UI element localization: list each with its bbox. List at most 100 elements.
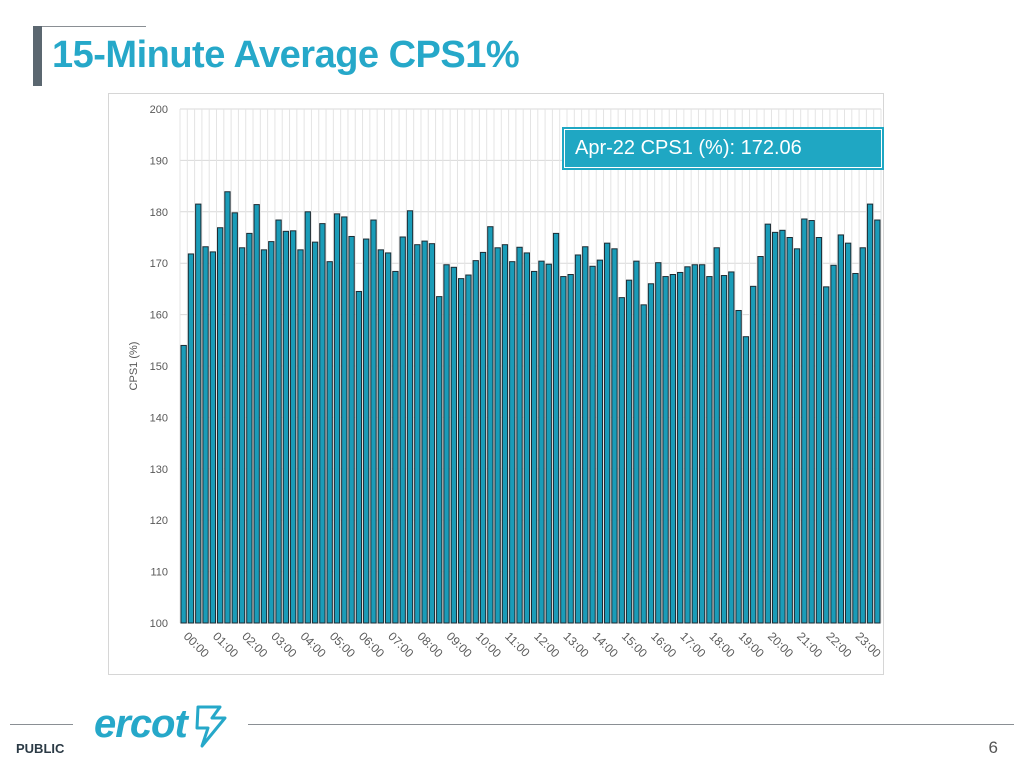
bar bbox=[618, 297, 625, 624]
y-tick-label: 110 bbox=[150, 567, 168, 579]
ercot-wordmark: ercot bbox=[94, 702, 189, 746]
grid-lines bbox=[179, 108, 882, 624]
title-accent-bar bbox=[33, 26, 42, 86]
bars bbox=[180, 191, 881, 624]
bar bbox=[487, 226, 494, 624]
bar bbox=[180, 344, 187, 624]
x-axis-ticks: 00:0001:0002:0003:0004:0005:0006:0007:00… bbox=[181, 629, 884, 660]
bar bbox=[509, 261, 516, 624]
page-number: 6 bbox=[988, 738, 998, 757]
bar bbox=[494, 247, 501, 624]
bar bbox=[611, 248, 618, 624]
y-tick-label: 140 bbox=[150, 412, 168, 424]
y-tick-label: 200 bbox=[150, 104, 168, 116]
bar bbox=[384, 252, 392, 624]
bar bbox=[290, 230, 297, 624]
footer-rule-left bbox=[10, 724, 73, 725]
bar bbox=[545, 263, 552, 624]
x-tick-label: 20:00 bbox=[765, 629, 796, 660]
bar bbox=[260, 249, 268, 624]
bar bbox=[728, 271, 735, 624]
slide-title: 15-Minute Average CPS1% bbox=[52, 34, 520, 76]
x-tick-label: 05:00 bbox=[327, 629, 358, 660]
bar bbox=[282, 230, 290, 624]
bar bbox=[582, 246, 589, 624]
y-tick-label: 130 bbox=[150, 464, 168, 476]
x-tick-label: 23:00 bbox=[853, 629, 884, 660]
bar bbox=[399, 236, 406, 624]
x-tick-label: 07:00 bbox=[385, 629, 416, 660]
bar bbox=[844, 242, 852, 624]
bar bbox=[195, 203, 202, 624]
bar bbox=[771, 231, 779, 624]
bar bbox=[523, 252, 530, 624]
x-tick-label: 11:00 bbox=[502, 629, 533, 660]
bar bbox=[501, 244, 509, 624]
classification-label: PUBLIC bbox=[16, 741, 65, 756]
x-tick-label: 01:00 bbox=[210, 629, 241, 660]
bar bbox=[531, 270, 538, 624]
x-tick-label: 16:00 bbox=[648, 629, 679, 660]
bar bbox=[633, 260, 640, 624]
bar bbox=[275, 219, 282, 624]
bar bbox=[311, 241, 319, 624]
y-tick-label: 160 bbox=[150, 310, 168, 322]
bar bbox=[808, 220, 815, 624]
bar bbox=[443, 264, 450, 624]
bar bbox=[392, 270, 399, 624]
x-tick-label: 03:00 bbox=[268, 629, 299, 660]
footer-rule-right bbox=[248, 724, 1014, 725]
bar bbox=[837, 234, 844, 624]
ercot-logo: ercot bbox=[94, 702, 227, 748]
bar bbox=[830, 264, 837, 624]
bar bbox=[801, 218, 808, 624]
bar bbox=[304, 211, 311, 624]
y-tick-label: 120 bbox=[150, 515, 168, 527]
bar bbox=[238, 247, 246, 624]
bar bbox=[677, 271, 684, 624]
bar bbox=[669, 274, 677, 624]
bar bbox=[552, 232, 560, 624]
bar bbox=[757, 256, 764, 624]
bar bbox=[450, 266, 457, 624]
bar bbox=[640, 304, 647, 624]
bar bbox=[596, 259, 604, 624]
summary-callout-text: Apr-22 CPS1 (%): 172.06 bbox=[564, 129, 882, 168]
bar bbox=[604, 242, 611, 624]
x-tick-label: 09:00 bbox=[444, 629, 475, 660]
x-tick-label: 17:00 bbox=[677, 629, 708, 660]
summary-callout: Apr-22 CPS1 (%): 172.06 bbox=[562, 127, 884, 170]
bar bbox=[406, 210, 414, 624]
bar bbox=[815, 237, 823, 624]
bar bbox=[414, 244, 421, 624]
bar bbox=[684, 266, 691, 624]
x-tick-label: 13:00 bbox=[561, 629, 592, 660]
bar bbox=[333, 213, 341, 624]
bar bbox=[750, 285, 757, 624]
y-axis-label: CPS1 (%) bbox=[128, 342, 140, 391]
bar bbox=[567, 274, 574, 624]
bar bbox=[436, 296, 443, 624]
bar bbox=[253, 204, 260, 624]
y-tick-label: 100 bbox=[150, 618, 168, 630]
bar bbox=[224, 191, 231, 624]
bar bbox=[647, 283, 655, 624]
bar bbox=[209, 251, 217, 624]
y-axis-ticks: 100 110 120 130 140 150 160 170 180 190 200 bbox=[150, 104, 168, 630]
bar bbox=[202, 246, 209, 624]
bar bbox=[691, 264, 698, 624]
bar bbox=[560, 276, 567, 624]
bar bbox=[574, 254, 582, 624]
x-tick-label: 12:00 bbox=[531, 629, 562, 660]
y-tick-label: 150 bbox=[150, 361, 168, 373]
bar bbox=[348, 235, 355, 624]
bar bbox=[874, 219, 881, 624]
bar bbox=[589, 265, 596, 624]
bar bbox=[363, 238, 370, 624]
x-tick-label: 00:00 bbox=[181, 629, 212, 660]
bar bbox=[764, 223, 771, 624]
bar bbox=[852, 272, 859, 624]
bar bbox=[698, 264, 706, 624]
bar bbox=[326, 261, 333, 624]
